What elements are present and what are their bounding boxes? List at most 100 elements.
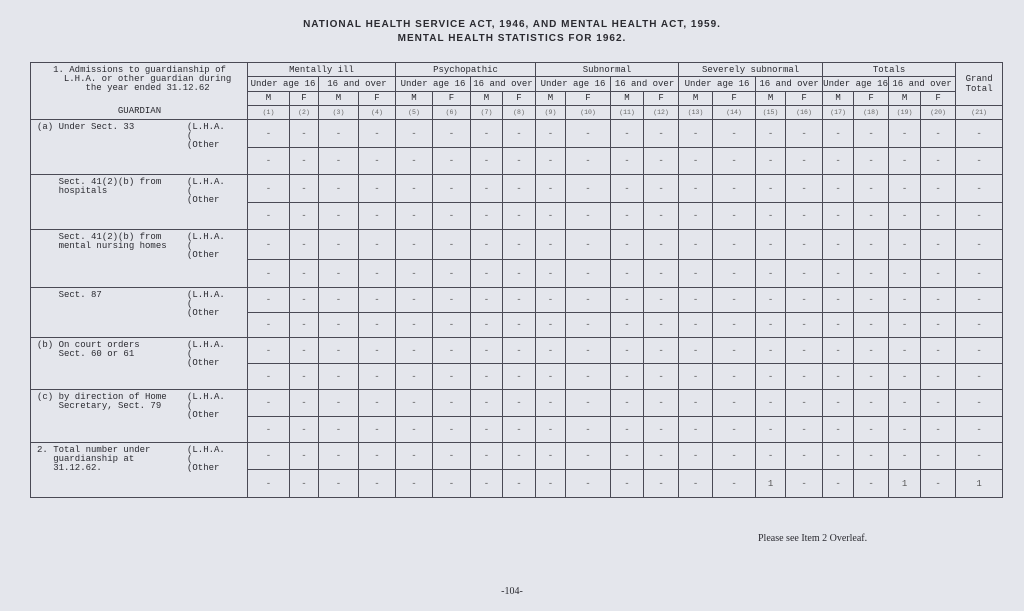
data-cell: - xyxy=(470,202,503,230)
data-cell: - xyxy=(678,229,714,260)
data-cell: - xyxy=(822,312,855,338)
sex-header: F xyxy=(785,90,824,106)
column-number: (4) xyxy=(358,104,396,121)
data-cell: - xyxy=(358,469,396,498)
data-cell: - xyxy=(470,287,503,313)
data-cell: - xyxy=(247,469,290,498)
data-cell: - xyxy=(432,229,471,260)
data-cell: - xyxy=(822,147,855,175)
data-cell: - xyxy=(358,259,396,288)
data-cell: - xyxy=(318,337,359,364)
data-cell: - xyxy=(755,147,787,175)
data-cell: - xyxy=(755,287,787,313)
table-row: --------------------- xyxy=(31,147,1004,175)
column-number: (18) xyxy=(853,104,890,121)
data-cell: - xyxy=(289,147,319,175)
data-cell: - xyxy=(642,312,680,338)
data-cell: - xyxy=(888,337,922,364)
age-band-header: Under age 16 xyxy=(535,76,611,92)
data-cell: - xyxy=(395,416,433,443)
data-cell: - xyxy=(678,119,714,148)
table-row: Sect. 41(2)(b) from mental nursing homes… xyxy=(30,229,1004,288)
data-cell: - xyxy=(822,416,855,443)
data-cell: - xyxy=(853,229,890,260)
row-label-cell: 2. Total number under guardianship at 31… xyxy=(30,442,248,498)
data-cell: - xyxy=(822,174,855,203)
group-header: Totals xyxy=(822,61,957,78)
data-cell: - xyxy=(395,202,433,230)
data-cell: - xyxy=(535,389,566,417)
row-label: 2. Total number under guardianship at 31… xyxy=(37,445,151,473)
column-number: (21) xyxy=(955,104,1004,121)
sex-header: F xyxy=(289,90,319,106)
data-cell: - xyxy=(358,287,396,313)
data-cell: - xyxy=(289,287,319,313)
data-cell: - xyxy=(502,119,536,148)
data-cell: - xyxy=(470,416,503,443)
data-cell: - xyxy=(358,442,396,470)
row-label-cell: (c) by direction of Home Secretary, Sect… xyxy=(30,389,248,443)
data-cell: - xyxy=(888,259,922,288)
data-cell: - xyxy=(289,119,319,148)
data-cell: - xyxy=(395,174,433,203)
data-cell: - xyxy=(432,259,471,288)
data-cell: - xyxy=(785,312,824,338)
data-cell: - xyxy=(755,312,787,338)
data-cell: - xyxy=(247,147,290,175)
data-cell: - xyxy=(535,337,566,364)
data-cell: - xyxy=(565,363,611,390)
data-cell: - xyxy=(920,337,957,364)
data-cell: - xyxy=(502,229,536,260)
data-cell: - xyxy=(289,229,319,260)
data-cell: - xyxy=(289,312,319,338)
sex-header: F xyxy=(358,90,396,106)
data-cell: - xyxy=(853,337,890,364)
data-cell: - xyxy=(888,119,922,148)
data-cell: - xyxy=(888,174,922,203)
data-cell: - xyxy=(920,442,957,470)
sex-header: M xyxy=(888,90,922,106)
table-row: (a) Under Sect. 33 (L.H.A. ( (Other - - - - - -… xyxy=(30,119,1004,175)
sex-header: M xyxy=(755,90,787,106)
data-cell: - xyxy=(470,363,503,390)
data-cell: - xyxy=(432,469,471,498)
data-cell: - xyxy=(318,287,359,313)
data-cell: - xyxy=(502,469,536,498)
data-cell: - xyxy=(642,469,680,498)
age-band-header: Under age 16 xyxy=(822,76,890,92)
data-cell: - xyxy=(853,363,890,390)
age-band-header: 16 and over xyxy=(609,76,680,92)
data-cell: - xyxy=(678,174,714,203)
data-cell: - xyxy=(565,259,611,288)
data-cell: - xyxy=(289,259,319,288)
data-cell: - xyxy=(565,147,611,175)
grand-total-header: Grand Total xyxy=(955,62,1004,106)
data-cell: - xyxy=(755,389,787,417)
data-cell: - xyxy=(289,389,319,417)
data-cell: - xyxy=(289,337,319,364)
data-cell: - xyxy=(565,469,611,498)
data-cell: - xyxy=(395,312,433,338)
data-cell: - xyxy=(920,202,957,230)
data-cell: - xyxy=(678,389,714,417)
data-cell: - xyxy=(395,147,433,175)
data-cell: - xyxy=(358,337,396,364)
data-cell: - xyxy=(470,174,503,203)
data-cell: - xyxy=(565,287,611,313)
sex-header: M xyxy=(535,90,566,106)
data-cell: - xyxy=(470,259,503,288)
data-cell: - xyxy=(678,416,714,443)
data-cell: - xyxy=(853,469,890,498)
data-cell: - xyxy=(755,229,787,260)
data-cell: - xyxy=(610,337,644,364)
data-cell: - xyxy=(888,147,922,175)
data-cell: - xyxy=(247,337,290,364)
data-cell: - xyxy=(610,259,644,288)
data-cell: - xyxy=(565,312,611,338)
data-cell: - xyxy=(822,337,855,364)
data-cell: - xyxy=(318,469,359,498)
data-cell: - xyxy=(785,174,824,203)
data-cell: - xyxy=(822,389,855,417)
data-cell: - xyxy=(432,287,471,313)
data-cell: - xyxy=(785,469,824,498)
